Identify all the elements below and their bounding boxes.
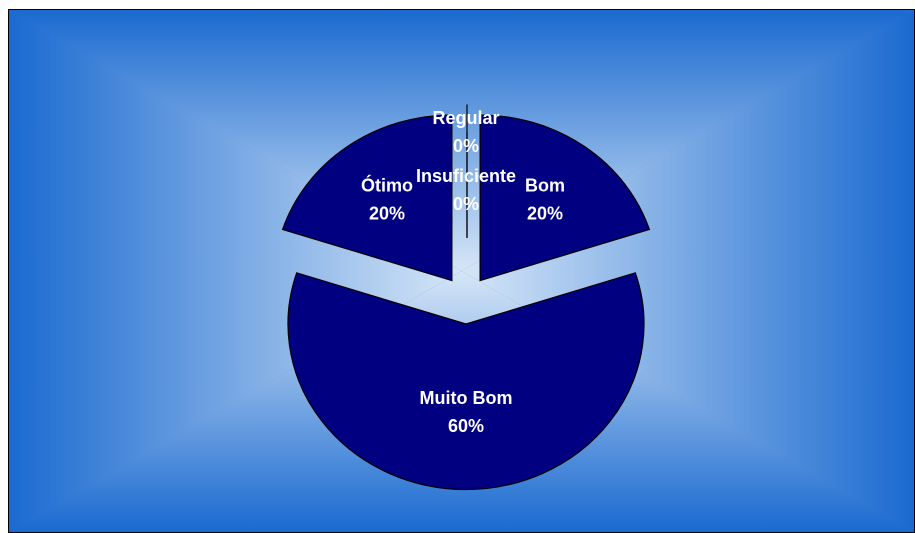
slice-label-percent: 20% [369,204,405,224]
slice-label-name: Ótimo [361,175,413,196]
slice--timo [281,114,453,282]
slice-label-muito-bom: Muito Bom 60% [420,388,513,436]
slice-label-percent: 60% [448,416,484,436]
slice-label--timo: Ótimo 20% [361,175,413,224]
slice-label-insuficiente: Insuficiente 0% [416,166,516,214]
slice-label-bom: Bom 20% [525,176,565,224]
slice-label-name: Insuficiente [416,166,516,186]
slice-bom [479,114,651,282]
pie-slices [281,104,651,491]
slice-label-name: Bom [525,176,565,196]
slice-label-name: Muito Bom [420,388,513,408]
slice-label-percent: 20% [527,204,563,224]
slice-label-regular: Regular 0% [432,108,499,156]
chart-area: Insuficiente 0% Regular 0% Bom 20% Muito Bom 60… [8,9,915,533]
slice-label-percent: 0% [453,136,479,156]
pie-labels: Insuficiente 0% Regular 0% Bom 20% Muito Bom 60… [361,108,565,436]
pie-chart: Insuficiente 0% Regular 0% Bom 20% Muito Bom 60… [9,10,914,532]
slice-muito-bom [287,272,645,491]
slice-label-name: Regular [432,108,499,128]
slice-label-percent: 0% [453,194,479,214]
